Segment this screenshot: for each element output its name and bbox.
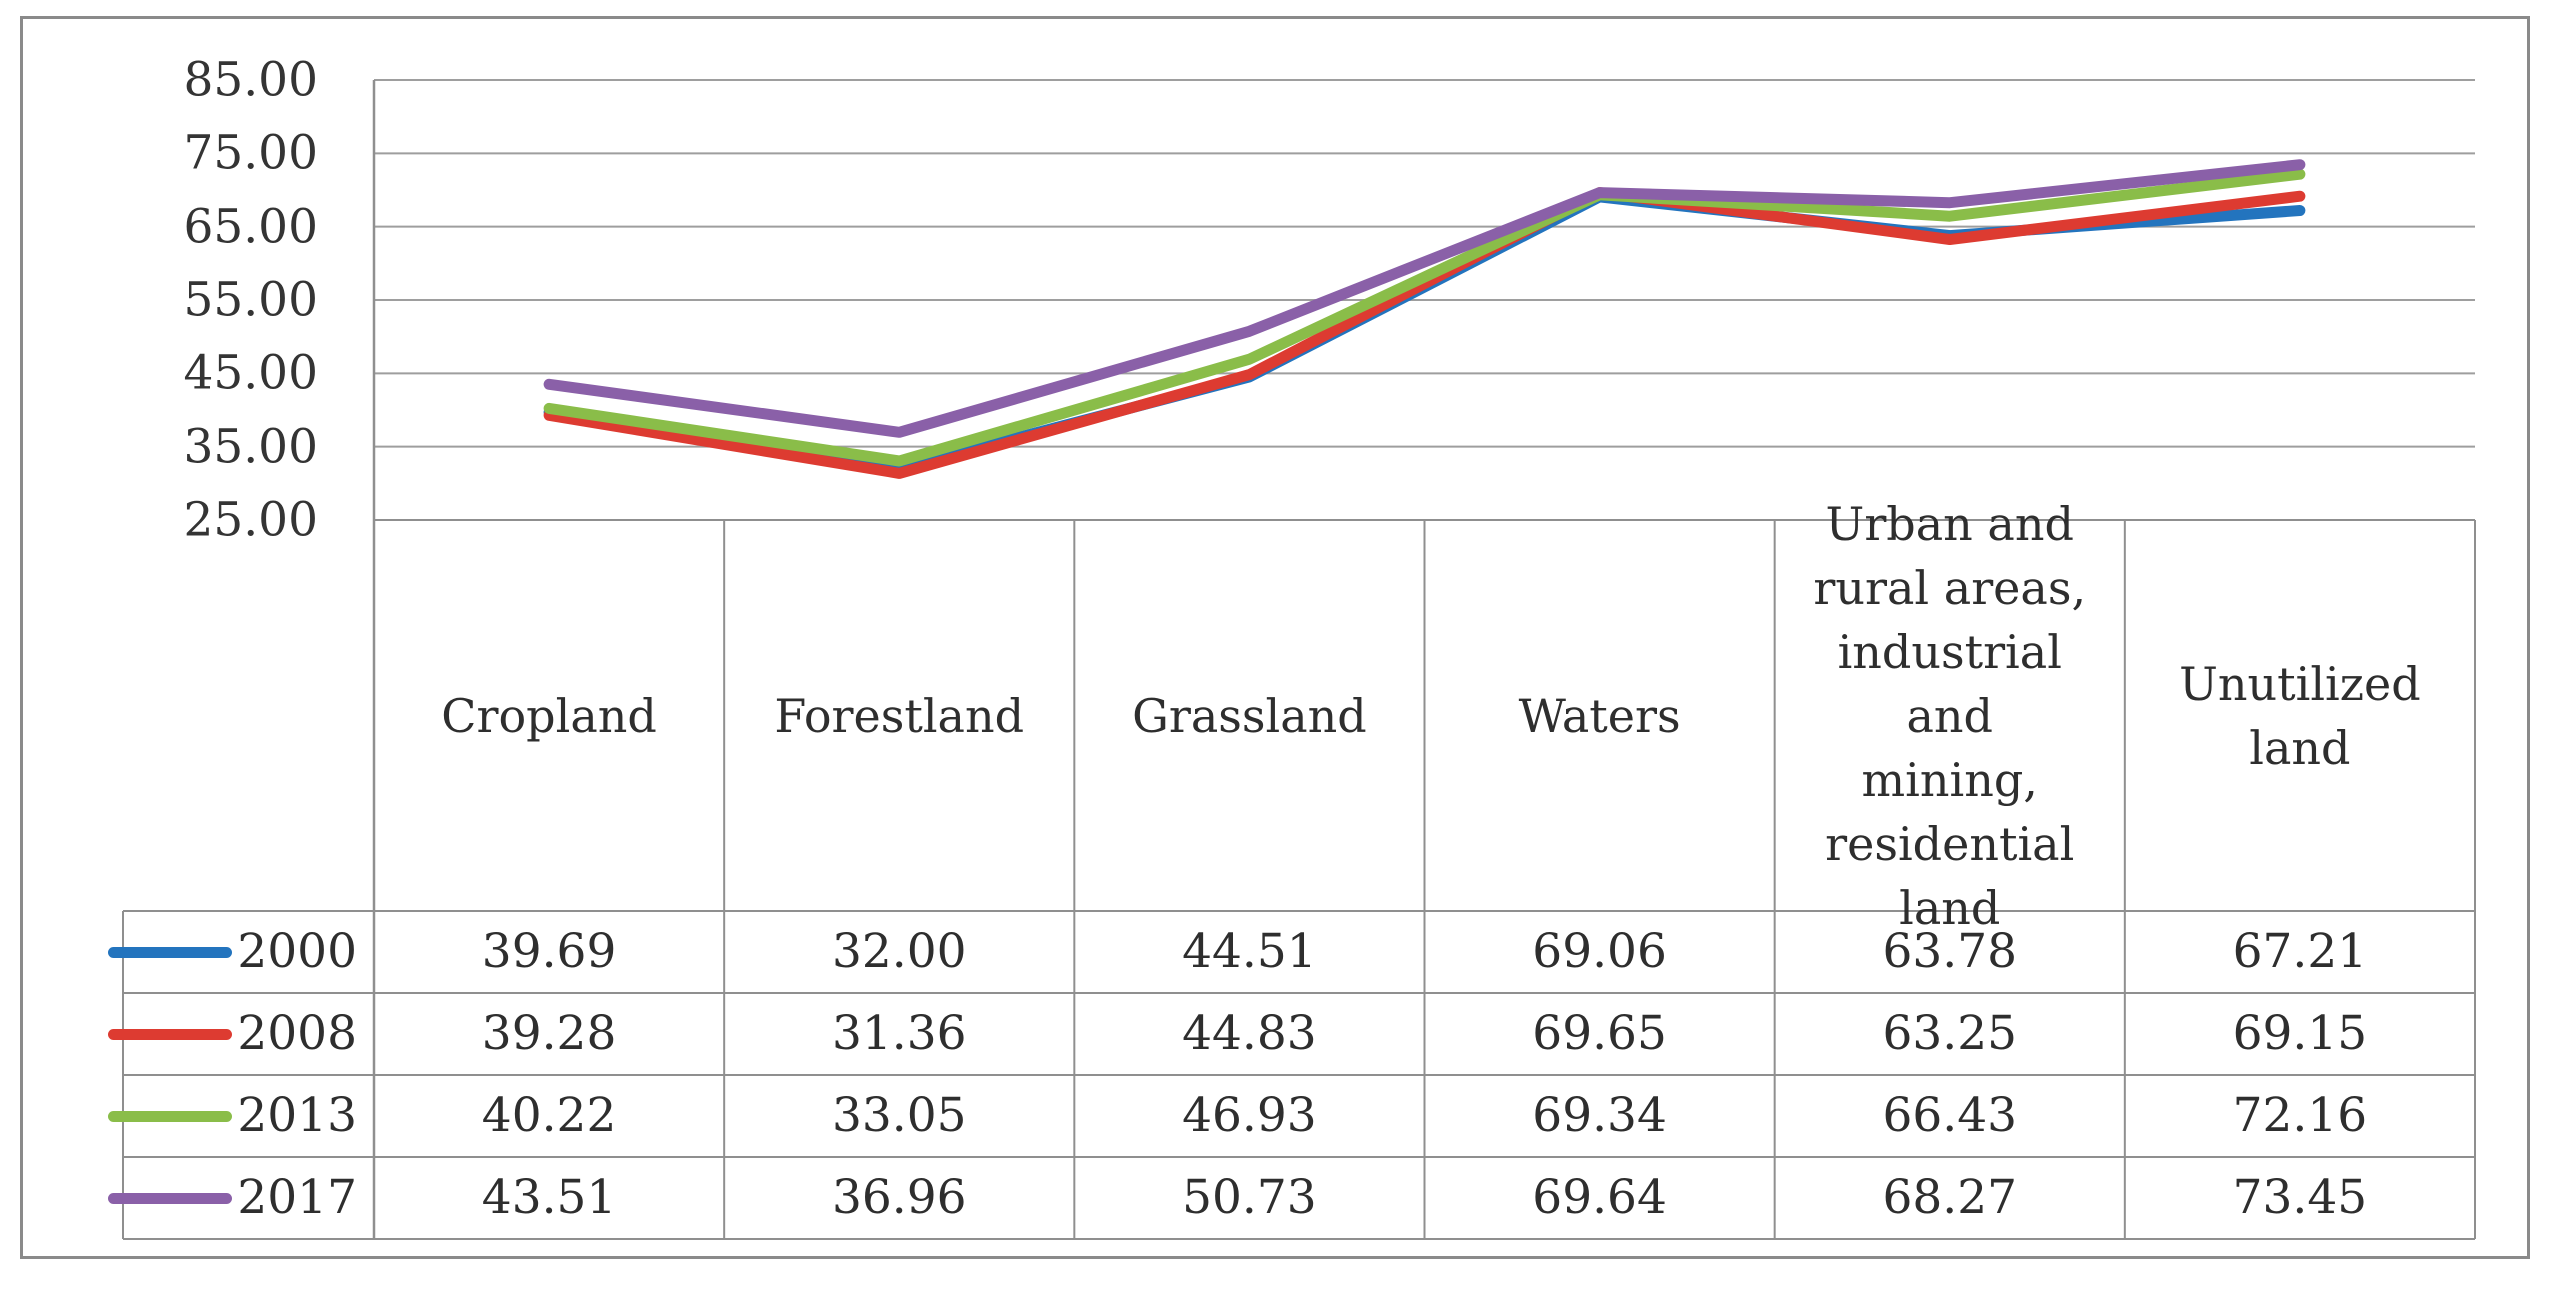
series-line-2017 [543, 159, 2306, 438]
value-cell: 43.51 [481, 1170, 617, 1225]
table-header-unutilized: Unutilized land [2179, 656, 2421, 775]
series-line-2000 [543, 191, 2306, 475]
value-cell: 40.22 [481, 1088, 617, 1143]
value-cell: 33.05 [831, 1088, 967, 1143]
value-cell: 46.93 [1182, 1088, 1317, 1143]
value-cell: 39.28 [481, 1006, 617, 1061]
year-label: 2013 [237, 1088, 357, 1143]
y-axis-tick-label: 45.00 [183, 345, 318, 401]
year-label: 2008 [237, 1006, 357, 1061]
value-cell: 67.21 [2232, 924, 2368, 979]
y-axis-tick-label: 55.00 [183, 272, 318, 328]
series-line-2013 [543, 168, 2306, 467]
y-axis-tick-label: 85.00 [183, 52, 318, 108]
y-axis-tick-label: 75.00 [183, 125, 318, 181]
legend-row-2013: 2013 [108, 1075, 374, 1157]
value-cell: 72.16 [2232, 1088, 2368, 1143]
y-axis-tick-label: 25.00 [183, 492, 318, 548]
table-header-forestland: Forestland [774, 688, 1025, 743]
legend-row-2000: 2000 [108, 911, 374, 993]
legend-swatch-2017 [108, 1192, 233, 1204]
figure-border [20, 16, 2530, 1259]
value-cell: 63.25 [1882, 1006, 2018, 1061]
value-cell: 73.45 [2232, 1170, 2368, 1225]
value-cell: 44.83 [1182, 1006, 1317, 1061]
series-line-2008 [543, 187, 2306, 479]
value-cell: 69.64 [1532, 1170, 1667, 1225]
legend-swatch-2008 [108, 1028, 233, 1040]
value-cell: 39.69 [481, 924, 617, 979]
value-cell: 68.27 [1882, 1170, 2018, 1225]
value-cell: 50.73 [1182, 1170, 1317, 1225]
value-cell: 69.34 [1532, 1088, 1667, 1143]
value-cell: 69.15 [2232, 1006, 2368, 1061]
year-label: 2000 [237, 924, 357, 979]
table-header-grassland: Grassland [1132, 688, 1367, 743]
value-cell: 32.00 [831, 924, 967, 979]
legend-row-2017: 2017 [108, 1157, 374, 1239]
legend-swatch-2013 [108, 1110, 233, 1122]
y-axis-tick-label: 65.00 [183, 199, 318, 255]
table-header-urban-rural: Urban and rural areas, industrial and mi… [1813, 496, 2087, 935]
table-header-cropland: Cropland [441, 688, 657, 743]
value-cell: 69.06 [1532, 924, 1667, 979]
year-label: 2017 [237, 1170, 357, 1225]
legend-row-2008: 2008 [108, 993, 374, 1075]
legend-swatch-2000 [108, 946, 233, 958]
value-cell: 31.36 [831, 1006, 967, 1061]
value-cell: 36.96 [831, 1170, 967, 1225]
value-cell: 63.78 [1882, 924, 2018, 979]
value-cell: 44.51 [1182, 924, 1317, 979]
table-header-waters: Waters [1518, 688, 1681, 743]
value-cell: 69.65 [1532, 1006, 1667, 1061]
y-axis-tick-label: 35.00 [183, 419, 318, 475]
value-cell: 66.43 [1882, 1088, 2018, 1143]
